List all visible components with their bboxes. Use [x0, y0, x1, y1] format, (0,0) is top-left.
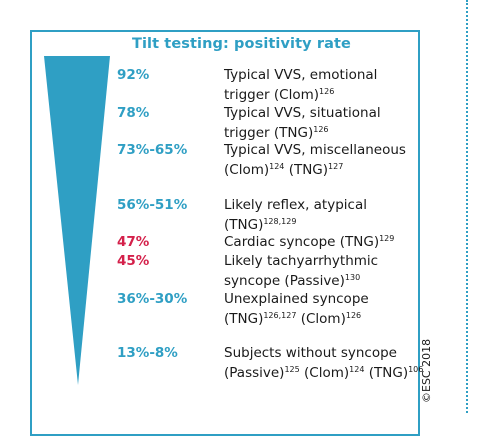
description-text: Likely reflex, atypical [224, 197, 367, 213]
description-line: Typical VVS, emotional [224, 65, 377, 85]
description-line: Unexplained syncope [224, 289, 369, 309]
description-text: (TNG) [224, 217, 264, 233]
description-text: Typical VVS, situational [224, 105, 381, 121]
description-line: (Clom)124 (TNG)127 [224, 160, 406, 180]
description-line: Typical VVS, miscellaneous [224, 140, 406, 160]
description-text: syncope (Passive) [224, 273, 345, 289]
description-line: trigger (Clom)126 [224, 85, 377, 105]
rate-description: Cardiac syncope (TNG)129 [224, 232, 394, 252]
description-line: (TNG)126,127 (Clom)126 [224, 309, 369, 329]
rate-value: 36%-30% [117, 291, 188, 307]
rate-value: 47% [117, 234, 150, 250]
reference-superscript: 127 [328, 162, 344, 171]
wedge-shape [44, 56, 110, 385]
dotted-divider [466, 0, 468, 413]
reference-superscript: 128,129 [263, 217, 297, 226]
description-line: Likely reflex, atypical [224, 195, 367, 215]
positivity-wedge [44, 56, 110, 385]
description-text: (Passive) [224, 365, 285, 381]
diagram-title: Tilt testing: positivity rate [132, 36, 351, 52]
description-text: Subjects without syncope [224, 345, 397, 361]
reference-superscript: 126 [345, 311, 362, 320]
description-text: (Clom) [224, 162, 270, 178]
reference-superscript: 124 [349, 365, 365, 374]
rate-value: 56%-51% [117, 197, 188, 213]
rate-value: 92% [117, 67, 150, 83]
description-line: (TNG)128,129 [224, 215, 367, 235]
rate-description: Typical VVS, emotional trigger (Clom)126 [224, 65, 377, 105]
description-text: Typical VVS, emotional [224, 67, 378, 83]
description-line: trigger (TNG)126 [224, 123, 381, 143]
rate-description: Typical VVS, miscellaneous (Clom)124 (TNG… [224, 140, 406, 180]
reference-superscript: 125 [284, 365, 300, 374]
rate-description: Subjects without syncope (Passive)125 (Cl… [224, 343, 423, 383]
description-text: trigger (TNG) [224, 125, 314, 141]
description-text: Unexplained syncope [224, 291, 369, 307]
description-text: (TNG) [364, 365, 409, 381]
description-line: Typical VVS, situational [224, 103, 381, 123]
copyright-notice: ©ESC 2018 [420, 338, 433, 403]
description-text: trigger (Clom) [224, 87, 320, 103]
description-line: Likely tachyarrhythmic [224, 251, 378, 271]
reference-superscript: 106 [408, 365, 424, 374]
description-line: (Passive)125 (Clom)124 (TNG)106 [224, 363, 423, 383]
rate-value: 73%-65% [117, 142, 188, 158]
description-line: Cardiac syncope (TNG)129 [224, 232, 394, 252]
rate-value: 78% [117, 105, 150, 121]
description-line: Subjects without syncope [224, 343, 423, 363]
rate-description: Likely tachyarrhythmic syncope (Passive)1… [224, 251, 378, 291]
description-text: Likely tachyarrhythmic [224, 253, 379, 269]
description-line: syncope (Passive)130 [224, 271, 378, 291]
rate-description: Likely reflex, atypical (TNG)128,129 [224, 195, 367, 235]
description-text: Cardiac syncope (TNG) [224, 234, 380, 250]
rate-value: 45% [117, 253, 150, 269]
rate-description: Typical VVS, situational trigger (TNG)126 [224, 103, 381, 143]
rate-description: Unexplained syncope (TNG)126,127 (Clom)12… [224, 289, 369, 329]
reference-superscript: 129 [379, 234, 395, 243]
description-text: (Clom) [299, 365, 350, 381]
description-text: (TNG) [284, 162, 329, 178]
reference-superscript: 126 [313, 125, 329, 134]
reference-superscript: 126 [319, 87, 335, 96]
reference-superscript: 124 [269, 162, 285, 171]
reference-superscript: 126,127 [263, 311, 297, 320]
description-text: Typical VVS, miscellaneous [224, 142, 406, 158]
reference-superscript: 130 [344, 273, 361, 282]
description-text: (TNG) [224, 311, 264, 327]
description-text: (Clom) [296, 311, 346, 327]
rate-value: 13%-8% [117, 345, 178, 361]
